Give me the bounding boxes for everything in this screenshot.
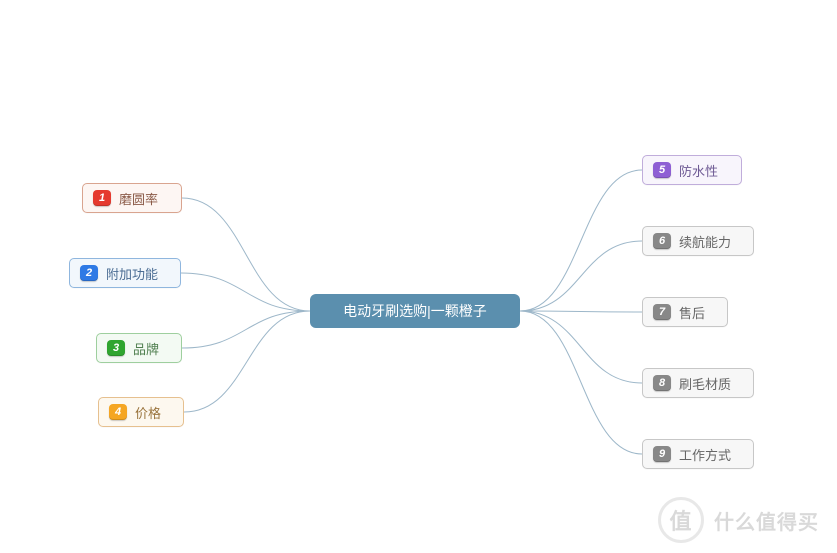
edge-n1 (182, 198, 310, 311)
node-label: 附加功能 (106, 264, 158, 283)
watermark-text: 什么值得买 (714, 506, 819, 535)
edge-n6 (520, 241, 642, 311)
watermark: 值 什么值得买 (658, 497, 819, 543)
node-label: 品牌 (133, 339, 159, 358)
node-n1[interactable]: 1 磨圆率 (82, 183, 182, 213)
node-n5[interactable]: 5 防水性 (642, 155, 742, 185)
edge-n9 (520, 311, 642, 454)
node-n7[interactable]: 7 售后 (642, 297, 728, 327)
node-label: 工作方式 (679, 445, 731, 464)
node-label: 磨圆率 (119, 189, 158, 208)
node-badge: 2 (80, 265, 98, 281)
center-node[interactable]: 电动牙刷选购|一颗橙子 (310, 294, 520, 328)
node-badge: 3 (107, 340, 125, 356)
node-label: 防水性 (679, 161, 718, 180)
edge-n8 (520, 311, 642, 383)
node-n8[interactable]: 8 刷毛材质 (642, 368, 754, 398)
node-n4[interactable]: 4 价格 (98, 397, 184, 427)
node-badge: 4 (109, 404, 127, 420)
edge-n5 (520, 170, 642, 311)
node-badge: 5 (653, 162, 671, 178)
node-label: 价格 (135, 403, 161, 422)
node-label: 续航能力 (679, 232, 731, 251)
node-badge: 7 (653, 304, 671, 320)
node-badge: 1 (93, 190, 111, 206)
edge-n4 (184, 311, 310, 412)
node-n2[interactable]: 2 附加功能 (69, 258, 181, 288)
edge-n3 (182, 311, 310, 348)
edge-n7 (520, 311, 642, 312)
center-label: 电动牙刷选购|一颗橙子 (343, 301, 487, 321)
node-badge: 9 (653, 446, 671, 462)
edge-n2 (181, 273, 310, 311)
node-n6[interactable]: 6 续航能力 (642, 226, 754, 256)
mindmap-stage: 电动牙刷选购|一颗橙子 1 磨圆率 2 附加功能 3 品牌 4 价格 5 防水性 6 续航能力 7 售后 8… (0, 0, 837, 553)
node-n3[interactable]: 3 品牌 (96, 333, 182, 363)
node-n9[interactable]: 9 工作方式 (642, 439, 754, 469)
node-label: 刷毛材质 (679, 374, 731, 393)
watermark-icon: 值 (658, 497, 704, 543)
node-badge: 8 (653, 375, 671, 391)
node-badge: 6 (653, 233, 671, 249)
node-label: 售后 (679, 303, 705, 322)
